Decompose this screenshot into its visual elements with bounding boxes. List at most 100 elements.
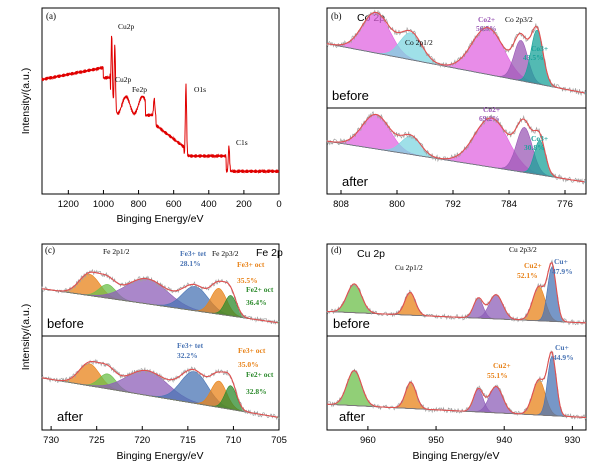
peak-label-cu2p-mid: Cu2p	[115, 75, 132, 84]
xtick-label: 705	[271, 435, 287, 446]
panel-c-title: Fe 2p	[256, 247, 283, 259]
xtick-label: 950	[428, 435, 444, 446]
envelope-fit-line	[41, 360, 278, 418]
panel-c-before-spectrum	[41, 268, 280, 325]
panel-b-label: (b)	[331, 11, 342, 21]
co2-after-label: Co2+	[483, 105, 500, 114]
co2-before-value: 56.5%	[476, 24, 497, 33]
co2-after-value: 69.2%	[479, 114, 500, 123]
fe2oct-before-value: 36.4%	[246, 298, 267, 307]
peak-label-cu2p-top: Cu2p	[118, 22, 135, 31]
panel-b-after-spectrum	[326, 111, 587, 185]
cu1-before-value: 47.9%	[552, 267, 573, 276]
xtick-label: 940	[496, 435, 512, 446]
panel-c-ylabel: Intensity/(a.u.)	[20, 304, 32, 371]
xtick-label: 0	[276, 199, 281, 210]
cu2p32-label: Cu 2p3/2	[509, 245, 537, 254]
panel-d-after-tag: after	[339, 409, 366, 424]
fe3oct-before-label: Fe3+ oct	[237, 260, 265, 269]
cu2-before-label: Cu2+	[524, 261, 542, 270]
panel-c-after-spectrum	[41, 358, 280, 421]
panel-b-after-tag: after	[342, 174, 369, 189]
cu1-after-label: Cu+	[555, 343, 569, 352]
xtick-label: 960	[360, 435, 376, 446]
peak-label-o1s: O1s	[194, 85, 206, 94]
panel-b: (b) Co 2p Co 2p1/2 Co 2p3/2 Co2+ 56.5% C…	[326, 7, 587, 210]
panel-d-frame	[326, 243, 587, 431]
panel-b-xticks: 808 800 792 784 776	[333, 190, 573, 210]
cu2-after-value: 55.1%	[487, 371, 508, 380]
co2p12-label: Co 2p1/2	[405, 38, 433, 47]
envelope-fit-line	[326, 11, 585, 94]
co3-before-value: 43.5%	[523, 53, 544, 62]
fe3tet-before-value: 28.1%	[180, 259, 201, 268]
peak-label-fe2p: Fe2p	[132, 85, 147, 94]
panel-c-xlabel: Binging Energy/eV	[117, 450, 204, 462]
fe3tet-before-label: Fe3+ tet	[180, 249, 207, 258]
xtick-label: 784	[501, 199, 517, 210]
fe2oct-before-label: Fe2+ oct	[246, 285, 274, 294]
xtick-label: 1000	[93, 199, 114, 210]
panel-b-frame	[326, 7, 587, 195]
xtick-label: 930	[564, 435, 580, 446]
panel-c-label: (c)	[45, 245, 55, 255]
xtick-label: 720	[134, 435, 150, 446]
xtick-label: 715	[180, 435, 196, 446]
envelope-fit-line	[326, 113, 585, 183]
cu1-after-value: 44.9%	[553, 353, 574, 362]
baseline-line	[326, 140, 585, 183]
panel-d-label: (d)	[331, 245, 342, 255]
co3-after-value: 30.8%	[524, 143, 545, 152]
co3-before-label: Co3+	[531, 44, 548, 53]
baseline-line	[41, 288, 278, 324]
xtick-label: 1200	[58, 199, 79, 210]
panel-d: (d) Cu 2p Cu 2p1/2 Cu 2p3/2 Cu2+ 52.1% C…	[326, 243, 587, 462]
fe2p12-label: Fe 2p1/2	[103, 247, 130, 256]
xtick-label: 710	[225, 435, 241, 446]
fe2p32-label: Fe 2p3/2	[212, 249, 239, 258]
panel-c: (c) Fe 2p Fe 2p1/2 Fe 2p3/2 Fe3+ tet 28.…	[20, 243, 287, 462]
xtick-label: 600	[166, 199, 182, 210]
envelope-fit-line	[326, 350, 586, 418]
cu2-before-value: 52.1%	[517, 271, 538, 280]
panel-a-frame	[41, 7, 280, 195]
co2-before-label: Co2+	[478, 15, 495, 24]
panel-b-before-spectrum	[326, 9, 587, 96]
panel-c-before-tag: before	[47, 316, 84, 331]
co2p32-label: Co 2p3/2	[505, 15, 533, 24]
xtick-label: 200	[236, 199, 252, 210]
fe3tet-after-label: Fe3+ tet	[177, 341, 204, 350]
panel-b-before-tag: before	[332, 88, 369, 103]
panel-c-xticks: 730 725 720 715 710 705	[43, 426, 287, 446]
cu1-before-label: Cu+	[554, 257, 568, 266]
panel-d-before-spectrum	[326, 259, 587, 326]
xtick-label: 730	[43, 435, 59, 446]
xtick-label: 800	[131, 199, 147, 210]
envelope-fit-line	[41, 271, 278, 324]
panel-d-xticks: 960 950 940 930	[360, 426, 580, 446]
xtick-label: 792	[445, 199, 461, 210]
baseline-line	[326, 43, 585, 94]
panel-d-after-spectrum	[326, 350, 587, 421]
cu2p12-label: Cu 2p1/2	[395, 263, 423, 272]
xtick-label: 808	[333, 199, 349, 210]
xtick-label: 776	[557, 199, 573, 210]
panel-c-frame	[41, 243, 280, 431]
panel-a-label: (a)	[46, 11, 56, 21]
panel-d-xlabel: Binging Energy/eV	[413, 450, 500, 462]
fe3oct-after-value: 35.0%	[238, 360, 259, 369]
fe3tet-after-value: 32.2%	[177, 351, 198, 360]
panel-a-xticks: 1200 1000 800 600 400 200 0	[58, 190, 282, 210]
envelope-fit-line	[327, 261, 587, 324]
xtick-label: 800	[389, 199, 405, 210]
xtick-label: 725	[89, 435, 105, 446]
cu2-after-label: Cu2+	[493, 361, 511, 370]
fe3oct-after-label: Fe3+ oct	[238, 346, 266, 355]
co3-after-label: Co3+	[531, 134, 548, 143]
fe2oct-after-value: 32.8%	[246, 387, 267, 396]
panel-a: (a) Cu2p Cu2p Fe2p O1s C1s 1200 1000 800 60…	[20, 7, 282, 225]
panel-d-title: Cu 2p	[357, 248, 385, 260]
raw-data-line	[326, 259, 587, 326]
xtick-label: 400	[201, 199, 217, 210]
